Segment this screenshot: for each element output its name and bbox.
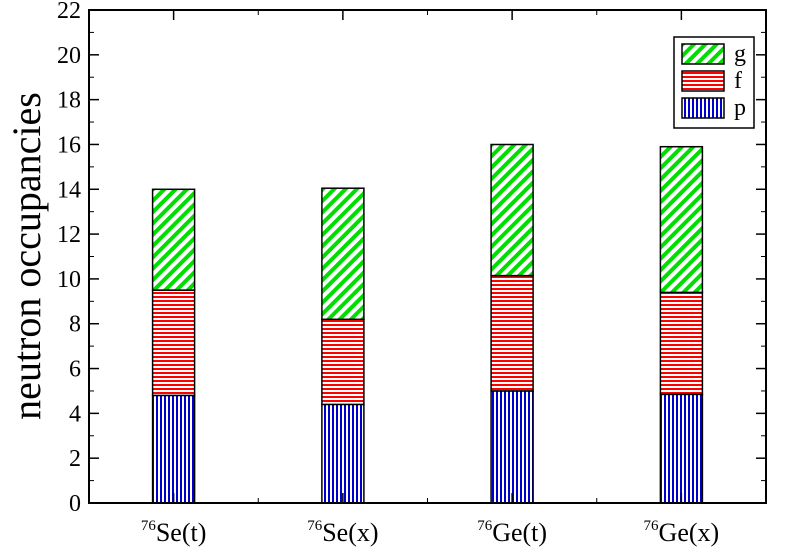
y-tick-label: 0 xyxy=(69,491,81,517)
x-tick-element: Ge(x) xyxy=(659,518,720,547)
bar-p-1 xyxy=(151,394,196,504)
x-tick-label: 76Se(x) xyxy=(307,518,378,547)
bar-f-3 xyxy=(490,274,534,392)
y-axis-title: neutron occupancies xyxy=(4,92,49,420)
y-tick-label: 20 xyxy=(57,43,81,69)
y-tick-label: 22 xyxy=(57,0,81,24)
bar-f-1 xyxy=(151,289,196,397)
legend-label-g: g xyxy=(734,41,746,67)
x-tick-label: 76Ge(t) xyxy=(477,518,547,547)
y-tick-label: 10 xyxy=(57,267,81,293)
x-tick-mass-number: 76 xyxy=(477,518,493,534)
bar-f-2 xyxy=(321,318,365,406)
bar-g-3 xyxy=(490,143,534,277)
x-tick-element: Ge(t) xyxy=(492,518,547,547)
x-axis: 76Se(t) 76Se(x) 76Ge(t) 76Ge(x) xyxy=(141,10,719,547)
x-tick-label: 76Se(t) xyxy=(141,518,207,547)
bar-p-2 xyxy=(321,403,365,504)
y-tick-label: 18 xyxy=(57,88,81,114)
legend-swatch-g xyxy=(681,43,725,65)
y-tick-label: 16 xyxy=(57,132,81,158)
y-axis: 0 2 4 6 8 10 12 14 16 18 20 22 xyxy=(57,0,766,517)
y-tick-label: 6 xyxy=(69,357,81,383)
bars xyxy=(151,143,704,504)
bar-f-4 xyxy=(659,291,704,396)
bar-g-2 xyxy=(321,187,365,321)
y-tick-label: 8 xyxy=(69,312,81,338)
x-tick-mass-number: 76 xyxy=(141,518,157,534)
y-tick-label: 14 xyxy=(57,177,81,203)
legend-swatch-p xyxy=(681,97,725,119)
y-tick-label: 4 xyxy=(69,401,81,427)
legend: gfp xyxy=(673,36,755,129)
x-tick-element: Se(t) xyxy=(156,518,207,547)
x-tick-mass-number: 76 xyxy=(307,518,323,534)
bar-p-4 xyxy=(659,393,704,504)
y-tick-label: 2 xyxy=(69,446,81,472)
bar-g-1 xyxy=(151,188,196,291)
x-tick-mass-number: 76 xyxy=(644,518,660,534)
bar-p-3 xyxy=(490,390,534,504)
legend-swatch-f xyxy=(681,70,725,92)
x-tick-label: 76Ge(x) xyxy=(644,518,720,547)
legend-label-f: f xyxy=(734,68,742,94)
x-tick-element: Se(x) xyxy=(322,518,378,547)
legend-label-p: p xyxy=(734,95,746,121)
y-tick-label: 12 xyxy=(57,222,81,248)
bar-g-4 xyxy=(659,145,704,294)
